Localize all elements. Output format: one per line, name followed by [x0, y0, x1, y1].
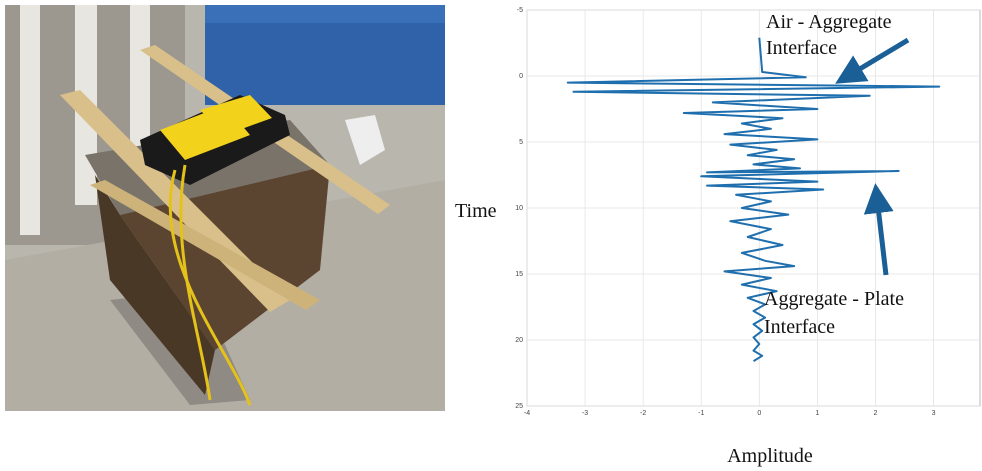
y-tick-label: 5 — [519, 139, 523, 146]
y-tick-label: -5 — [517, 7, 523, 14]
photo — [5, 5, 445, 411]
x-tick-label: -2 — [640, 410, 646, 417]
x-axis-label: Amplitude — [727, 445, 813, 467]
x-tick-label: 0 — [757, 410, 761, 417]
y-tick-label: 15 — [515, 271, 523, 278]
x-tick-label: -4 — [524, 410, 530, 417]
annotation: Interface — [764, 316, 835, 338]
x-tick-label: 2 — [874, 410, 878, 417]
y-tick-label: 20 — [515, 337, 523, 344]
y-tick-label: 25 — [515, 403, 523, 410]
annotation: Air - Aggregate — [766, 11, 892, 33]
annotation-arrow — [835, 37, 910, 84]
annotation-arrow — [863, 183, 894, 276]
x-tick-label: 3 — [932, 410, 936, 417]
x-tick-label: 1 — [815, 410, 819, 417]
y-axis-label: Time — [455, 200, 497, 222]
y-tick-label: 0 — [519, 73, 523, 80]
x-tick-label: -3 — [582, 410, 588, 417]
x-tick-label: -1 — [698, 410, 704, 417]
annotation: Interface — [766, 37, 837, 59]
trace — [566, 37, 941, 362]
annotation: Aggregate - Plate — [764, 288, 904, 310]
marks — [566, 37, 941, 362]
y-tick-label: 10 — [515, 205, 523, 212]
